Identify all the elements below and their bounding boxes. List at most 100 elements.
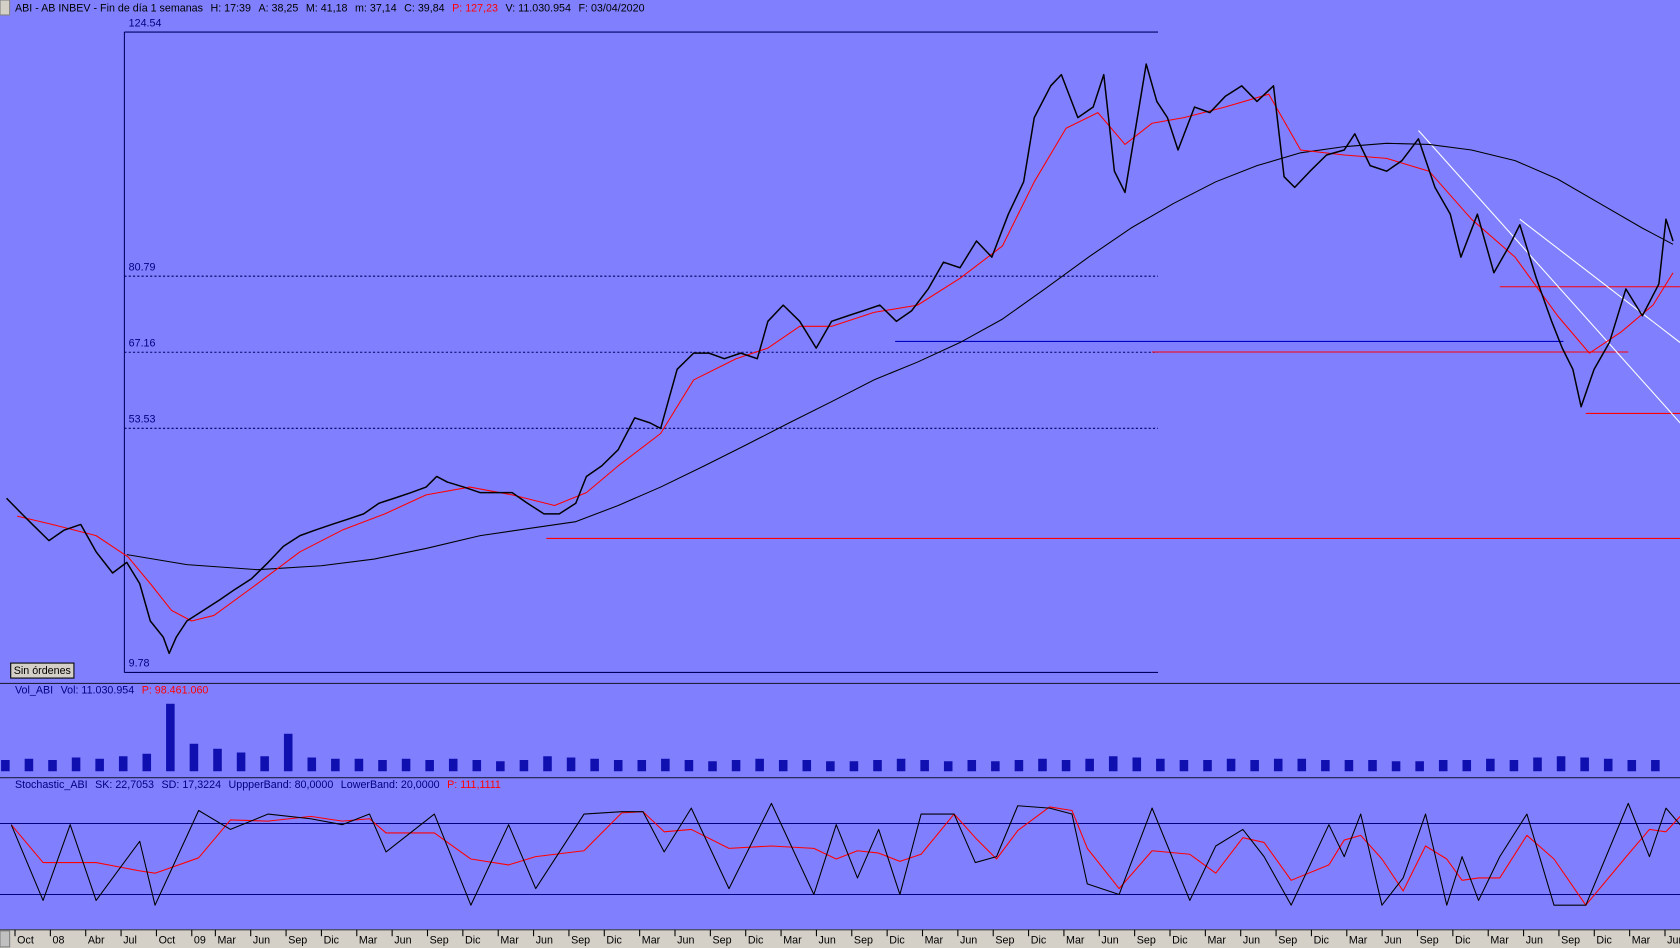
x-tick-label: Jul xyxy=(123,934,137,946)
volume-bar xyxy=(1462,760,1472,772)
volume-bar xyxy=(849,761,859,772)
volume-bar xyxy=(1273,758,1283,772)
panel-header-text: m: 37,14 xyxy=(355,2,397,14)
volume-bar xyxy=(802,760,812,772)
volume-bar xyxy=(166,703,175,772)
x-tick-label: Sep xyxy=(1278,934,1297,946)
volume-bar xyxy=(967,760,977,772)
volume-bar xyxy=(1368,760,1377,772)
panel-header-text: M: 41,18 xyxy=(306,2,348,14)
volume-bar xyxy=(1603,758,1613,772)
volume-bar xyxy=(1509,760,1519,772)
x-tick-label: Jun xyxy=(1384,934,1401,946)
fib-level-label: 80.79 xyxy=(129,261,156,273)
volume-bar xyxy=(1344,760,1354,772)
volume-bar xyxy=(1132,757,1142,772)
series-line xyxy=(6,63,1674,655)
volume-bar xyxy=(283,733,293,772)
fib-level-label: 9.78 xyxy=(129,658,150,670)
volume-bar xyxy=(401,758,411,772)
volume-bar xyxy=(71,757,81,772)
volume-bar xyxy=(1156,758,1165,772)
trend-line xyxy=(1519,218,1680,343)
x-tick-label: Jun xyxy=(253,934,270,946)
panel-header-text: ABI - AB INBEV - Fin de día 1 semanas xyxy=(15,2,203,14)
x-tick-label: Sep xyxy=(1561,934,1580,946)
volume-bar xyxy=(118,756,128,772)
volume-bar xyxy=(1203,760,1212,772)
volume-bar xyxy=(1556,756,1566,772)
volume-bar xyxy=(637,760,647,772)
volume-bar xyxy=(543,756,552,772)
panel-header-text: Stochastic_ABI xyxy=(15,779,88,791)
x-tick-label: Sep xyxy=(571,934,590,946)
x-tick-label: Dic xyxy=(1031,934,1047,946)
x-tick-label: Jun xyxy=(960,934,977,946)
x-tick-label: Oct xyxy=(17,934,34,946)
x-tick-label: Sep xyxy=(854,934,873,946)
x-tick-label: Sep xyxy=(713,934,732,946)
volume-bar xyxy=(991,761,1000,772)
volume-bar xyxy=(472,760,482,772)
volume-bar xyxy=(236,752,246,772)
orders-button-label[interactable]: Sin órdenes xyxy=(14,665,71,677)
x-axis-strip xyxy=(0,929,1680,948)
panel-header-text: UppperBand: 80,0000 xyxy=(229,779,334,791)
panel-header-text: Vol: 11.030.954 xyxy=(61,685,135,697)
x-tick-label: Sep xyxy=(1420,934,1439,946)
series-line xyxy=(17,93,1674,622)
volume-bar xyxy=(307,757,317,772)
volume-bar xyxy=(1627,760,1637,772)
x-tick-label: Mar xyxy=(925,934,944,946)
volume-bar xyxy=(826,761,835,772)
volume-bar xyxy=(1297,758,1307,772)
orders-button[interactable] xyxy=(10,662,75,679)
volume-bar xyxy=(378,760,387,772)
volume-bar xyxy=(731,760,741,772)
x-tick-label: Jun xyxy=(1526,934,1543,946)
x-tick-label: Jun xyxy=(536,934,553,946)
x-tick-label: Jun xyxy=(1243,934,1260,946)
volume-bar xyxy=(213,748,222,772)
x-tick-label: Dic xyxy=(465,934,481,946)
x-tick-label: 08 xyxy=(53,934,65,946)
x-tick-label: Mar xyxy=(1349,934,1368,946)
panel-header-text: F: 03/04/2020 xyxy=(578,2,644,14)
volume-bar xyxy=(1651,760,1660,772)
x-tick-label: Dic xyxy=(1596,934,1612,946)
volume-bar xyxy=(590,758,599,772)
x-tick-label: Jun xyxy=(819,934,836,946)
volume-bar xyxy=(1,760,10,772)
volume-bar xyxy=(896,758,906,772)
scroll-button[interactable] xyxy=(0,0,11,16)
volume-bar xyxy=(1226,758,1236,772)
volume-bar xyxy=(1391,761,1401,772)
fib-level-label: 53.53 xyxy=(129,414,156,426)
x-tick-label: Mar xyxy=(359,934,378,946)
volume-bar xyxy=(1085,758,1094,772)
volume-bar xyxy=(1038,758,1047,772)
volume-bar xyxy=(95,758,104,772)
volume-bar xyxy=(24,758,34,772)
scroll-button[interactable] xyxy=(0,930,11,948)
panel-header-text: A: 38,25 xyxy=(258,2,298,14)
x-tick-label: Jun xyxy=(394,934,411,946)
volume-bar xyxy=(142,753,152,772)
x-tick-label: Dic xyxy=(889,934,905,946)
x-tick-label: Sep xyxy=(288,934,307,946)
volume-bar xyxy=(1580,757,1589,772)
x-tick-label: Mar xyxy=(1490,934,1509,946)
volume-bar xyxy=(1014,760,1024,772)
volume-bar xyxy=(1061,760,1071,772)
x-tick-label: Mar xyxy=(218,934,237,946)
panel-header-text: SD: 17,3224 xyxy=(162,779,222,791)
panel-header-text: P: 127,23 xyxy=(452,2,498,14)
panel-header-text: LowerBand: 20,0000 xyxy=(341,779,440,791)
volume-bar xyxy=(661,758,670,772)
volume-bar xyxy=(778,760,788,772)
panel-header-text: P: 111,1111 xyxy=(447,779,501,791)
x-tick-label: Mar xyxy=(1066,934,1085,946)
x-tick-label: Mar xyxy=(500,934,519,946)
volume-bar xyxy=(1415,761,1424,772)
